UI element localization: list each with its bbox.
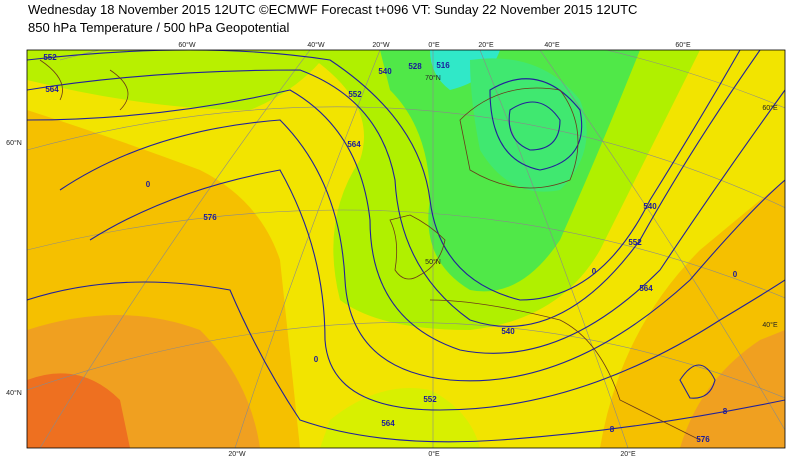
contour-label: 576 xyxy=(203,213,217,222)
graticule-label: 40°E xyxy=(544,41,560,49)
contour-label: 552 xyxy=(628,238,642,247)
contour-label: 516 xyxy=(436,61,450,70)
graticule-label: 20°E xyxy=(620,450,636,458)
graticule-label: 20°W xyxy=(228,450,246,458)
contour-label: 540 xyxy=(501,327,515,336)
contour-label: 8 xyxy=(723,407,728,416)
hot-field xyxy=(27,373,130,448)
contour-label: 564 xyxy=(45,85,59,94)
graticule-label: 40°W xyxy=(307,41,325,49)
contour-label: 552 xyxy=(348,90,362,99)
graticule-label: 40°E xyxy=(762,321,778,329)
contour-label: 564 xyxy=(381,419,395,428)
graticule-label: 60°W xyxy=(178,41,196,49)
contour-label: 0 xyxy=(314,355,319,364)
graticule-label: 60°N xyxy=(6,139,22,147)
graticule-label: 50°N xyxy=(425,258,441,266)
graticule-label: 60°E xyxy=(675,41,691,49)
contour-label: 552 xyxy=(43,53,57,62)
map-area xyxy=(27,50,785,448)
cold-field xyxy=(470,58,587,192)
contour-label: 0 xyxy=(592,267,597,276)
graticule-label: 20°W xyxy=(372,41,390,49)
subtitle: 850 hPa Temperature / 500 hPa Geopotenti… xyxy=(28,20,290,35)
contour-label: 552 xyxy=(423,395,437,404)
graticule-label: 0°E xyxy=(428,41,440,49)
map-frame xyxy=(26,49,786,449)
contour-label: 540 xyxy=(378,67,392,76)
contour-label: 540 xyxy=(643,202,657,211)
cool-field xyxy=(27,50,330,110)
contour-label: 0 xyxy=(146,180,151,189)
graticule-label: 20°E xyxy=(478,41,494,49)
contour-label: 528 xyxy=(408,62,422,71)
contour-label: 0 xyxy=(733,270,738,279)
title: Wednesday 18 November 2015 12UTC ©ECMWF … xyxy=(28,2,637,17)
graticule-label: 70°N xyxy=(425,74,441,82)
graticule xyxy=(27,50,785,448)
graticule-label: 60°E xyxy=(762,104,778,112)
contour-label: 576 xyxy=(696,435,710,444)
coastlines xyxy=(39,59,701,441)
geopotential-contours xyxy=(27,50,785,443)
graticule-label: 0°E xyxy=(428,450,440,458)
cool-field xyxy=(320,388,480,448)
warm-field xyxy=(680,330,785,448)
contour-label: 564 xyxy=(639,284,653,293)
contour-label: 564 xyxy=(347,140,361,149)
graticule-label: 40°N xyxy=(6,389,22,397)
contour-label: 8 xyxy=(610,425,615,434)
